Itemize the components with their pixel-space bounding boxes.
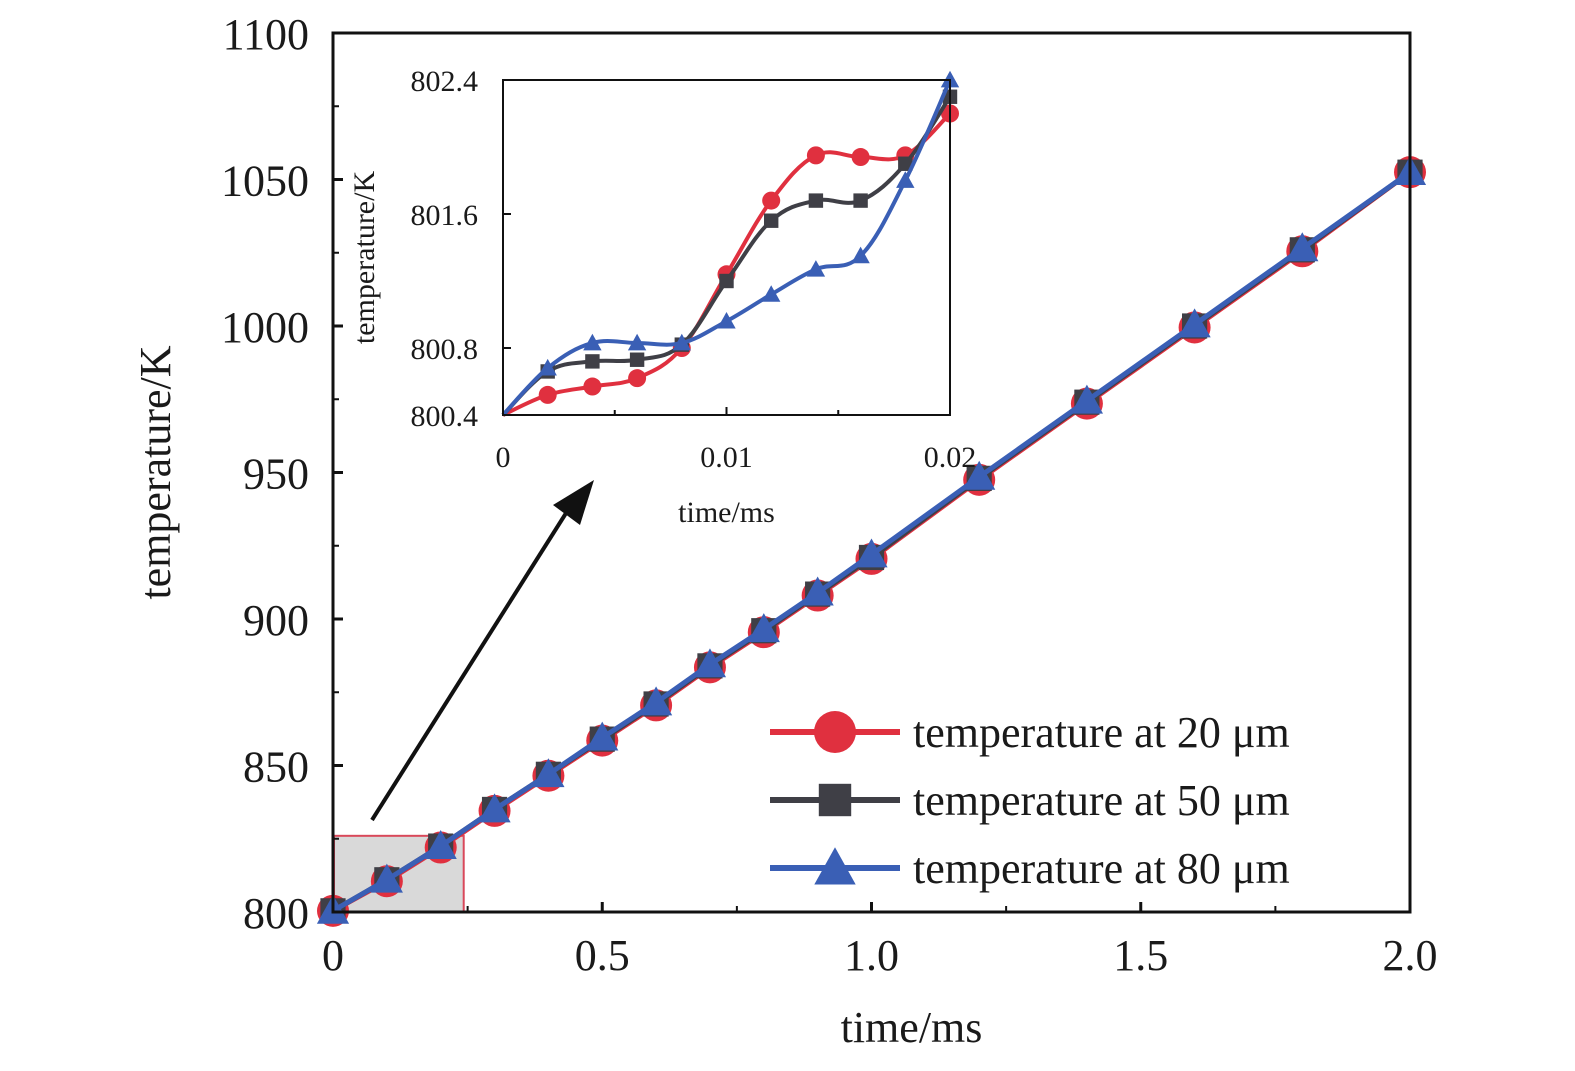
main-series-3-point-1 — [370, 863, 403, 893]
main-y-tick-label: 800 — [243, 889, 309, 938]
inset-series-3-point-6 — [762, 285, 781, 302]
main-series-3-point-11 — [963, 460, 996, 490]
legend-marker-1 — [814, 711, 856, 753]
main-series-3-point-14 — [1286, 232, 1319, 262]
inset-series-3-point-1 — [538, 358, 557, 376]
inset-series-3-point-2 — [583, 333, 602, 351]
main-series-3-point-3 — [478, 793, 511, 823]
inset-series-3-point-9 — [896, 171, 915, 188]
main-series-3-point-12 — [1070, 384, 1103, 414]
legend-label-3: temperature at 80 μm — [913, 844, 1290, 893]
main-x-axis-label: time/ms — [841, 1003, 983, 1052]
main-series-3-point-10 — [855, 538, 888, 568]
main-y-axis-label: temperature/K — [131, 345, 180, 599]
inset-series-1-point-8 — [851, 148, 870, 167]
arrow-shaft — [370, 508, 570, 822]
main-series-layer — [316, 156, 1427, 927]
inset-plot: 0 0.01 0.02 800.4 800.8 801.6 802.4 time/ms te… — [348, 65, 976, 529]
main-series-3-point-8 — [747, 613, 780, 643]
inset-y-tick-label: 801.6 — [411, 199, 479, 232]
inset-y-tick-label: 800.4 — [411, 400, 479, 433]
legend-marker-2 — [818, 783, 852, 817]
inset-series-1-point-7 — [806, 146, 825, 165]
legend-marker-3 — [814, 847, 856, 885]
main-series-3-point-4 — [532, 758, 565, 788]
main-axis-ticks: 0 0.5 1.0 1.5 2.0 800 850 900 950 1000 1050 1100 — [221, 10, 1438, 980]
inset-y-tick-label: 802.4 — [411, 65, 479, 98]
main-series-3-point-13 — [1178, 308, 1211, 338]
main-x-tick-label: 2.0 — [1383, 931, 1438, 980]
main-series-3-point-5 — [586, 721, 619, 751]
inset-x-axis-label: time/ms — [678, 496, 775, 529]
inset-y-tick-label: 800.8 — [411, 333, 479, 366]
inset-series-3-point-5 — [717, 312, 736, 329]
main-plot: 0 0.5 1.0 1.5 2.0 800 850 900 950 1000 1050 1100 ti… — [131, 10, 1438, 1052]
main-y-tick-label: 900 — [243, 596, 309, 645]
main-y-tick-label: 1000 — [221, 303, 309, 352]
legend-label-2: temperature at 50 μm — [913, 776, 1290, 825]
inset-series-2-point-3 — [629, 352, 645, 367]
main-y-tick-label: 950 — [243, 450, 309, 499]
inset-x-tick-label: 0.02 — [924, 441, 977, 474]
inset-x-tick-label: 0.01 — [700, 441, 753, 474]
arrow-head — [553, 480, 594, 525]
inset-series-2-point-9 — [898, 156, 913, 171]
inset-background — [503, 80, 950, 415]
main-series-3-point-2 — [424, 829, 457, 859]
main-series-3-point-9 — [801, 576, 834, 606]
inset-series-1-point-3 — [628, 369, 647, 388]
inset-series-1-point-2 — [583, 377, 602, 396]
inset-series-3-point-4 — [672, 333, 691, 351]
inset-series-3-point-7 — [806, 260, 826, 277]
main-x-tick-label: 1.0 — [844, 931, 899, 980]
main-y-tick-label: 1050 — [221, 157, 309, 206]
inset-series-3-point-8 — [851, 246, 870, 264]
main-y-tick-label: 1100 — [223, 10, 309, 59]
main-x-tick-label: 0 — [322, 931, 344, 980]
main-series-3-point-7 — [693, 648, 727, 678]
inset-series-2-point-7 — [808, 193, 824, 208]
inset-series-2-point-6 — [764, 213, 779, 228]
legend: temperature at 20 μm temperature at 50 μm… — [770, 708, 1290, 893]
inset-series-1-point-6 — [762, 191, 781, 210]
inset-series-2-point-8 — [853, 193, 868, 208]
main-x-tick-label: 1.5 — [1113, 931, 1168, 980]
inset-x-tick-label: 0 — [496, 441, 511, 474]
main-series-3-point-6 — [640, 686, 673, 716]
zoom-arrow — [370, 480, 594, 822]
inset-series-layer — [501, 70, 960, 417]
main-y-tick-label: 850 — [243, 743, 309, 792]
legend-label-1: temperature at 20 μm — [913, 708, 1290, 757]
inset-series-line-3 — [501, 79, 952, 417]
inset-y-axis-label: temperature/K — [348, 171, 381, 345]
inset-series-2-point-2 — [585, 354, 600, 369]
inset-series-1-point-1 — [538, 385, 557, 404]
inset-series-2-point-5 — [719, 273, 734, 289]
inset-axis-ticks: 0 0.01 0.02 800.4 800.8 801.6 802.4 — [411, 65, 977, 474]
inset-series-3-point-3 — [627, 333, 647, 351]
main-series-line-3 — [331, 170, 1412, 913]
main-x-tick-label: 0.5 — [575, 931, 630, 980]
